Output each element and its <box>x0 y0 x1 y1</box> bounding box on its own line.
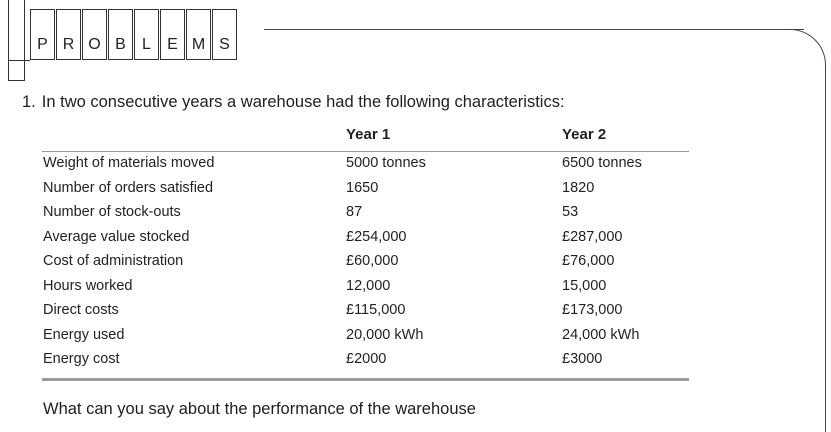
row-label: Energy cost <box>43 351 120 367</box>
heading-letter: P <box>30 9 55 60</box>
table-row: Energy used 20,000 kWh 24,000 kWh <box>0 327 831 349</box>
heading-letter: E <box>160 9 185 60</box>
year2-value: 6500 tonnes <box>562 155 642 171</box>
year2-value: £173,000 <box>562 302 623 318</box>
row-label: Hours worked <box>43 277 133 294</box>
row-label: Weight of materials moved <box>43 155 215 171</box>
year1-value: 1650 <box>346 179 379 196</box>
row-label: Direct costs <box>43 302 119 318</box>
year2-value: 15,000 <box>562 277 607 294</box>
table-row: Cost of administration £60,000 £76,000 <box>0 253 831 275</box>
problems-heading: P R O B L E M S <box>30 9 238 60</box>
year2-value: 53 <box>562 204 579 220</box>
table-row: Direct costs £115,000 £173,000 <box>0 302 831 324</box>
year2-value: £287,000 <box>562 228 623 245</box>
heading-side-bar <box>8 0 25 81</box>
heading-letter: O <box>82 9 107 60</box>
year1-value: 12,000 <box>346 277 391 294</box>
heading-letter: R <box>56 9 81 60</box>
question-text: 1. In two consecutive years a warehouse h… <box>22 93 565 112</box>
question-number: 1. <box>22 93 36 111</box>
column-header-year2: Year 2 <box>562 126 607 143</box>
year1-value: 5000 tonnes <box>346 155 426 171</box>
table-bottom-rule <box>42 378 689 381</box>
heading-letter: B <box>108 9 133 60</box>
table-row: Weight of materials moved 5000 tonnes 65… <box>0 155 831 177</box>
row-label: Cost of administration <box>43 253 184 269</box>
table-row: Hours worked 12,000 15,000 <box>0 278 831 300</box>
row-label: Average value stocked <box>43 228 190 245</box>
year1-value: 20,000 kWh <box>346 326 424 343</box>
year1-value: £254,000 <box>346 228 407 245</box>
heading-left-rule <box>8 60 30 61</box>
heading-letter: L <box>134 9 159 60</box>
heading-rule <box>264 29 804 30</box>
table-row: Energy cost £2000 £3000 <box>0 351 831 373</box>
year1-value: £2000 <box>346 351 387 367</box>
year1-value: £115,000 <box>346 302 406 318</box>
table-row: Number of stock-outs 87 53 <box>0 204 831 226</box>
table-row: Number of orders satisfied 1650 1820 <box>0 180 831 202</box>
row-label: Number of orders satisfied <box>43 179 214 196</box>
heading-letter: S <box>212 9 237 60</box>
year2-value: £3000 <box>562 351 603 367</box>
page-side-rule <box>824 68 826 432</box>
year2-value: 24,000 kWh <box>562 326 640 343</box>
year1-value: 87 <box>346 204 363 220</box>
year2-value: 1820 <box>562 179 595 196</box>
year1-value: £60,000 <box>346 253 399 269</box>
heading-rule-corner <box>786 29 826 69</box>
row-label: Number of stock-outs <box>43 204 181 220</box>
table-top-rule <box>42 151 689 152</box>
table-row: Average value stocked £254,000 £287,000 <box>0 229 831 251</box>
year2-value: £76,000 <box>562 253 615 269</box>
heading-letter: M <box>186 9 211 60</box>
row-label: Energy used <box>43 326 125 343</box>
column-header-year1: Year 1 <box>346 126 391 143</box>
question-body: In two consecutive years a warehouse had… <box>41 93 565 111</box>
follow-up-question: What can you say about the performance o… <box>43 400 476 418</box>
